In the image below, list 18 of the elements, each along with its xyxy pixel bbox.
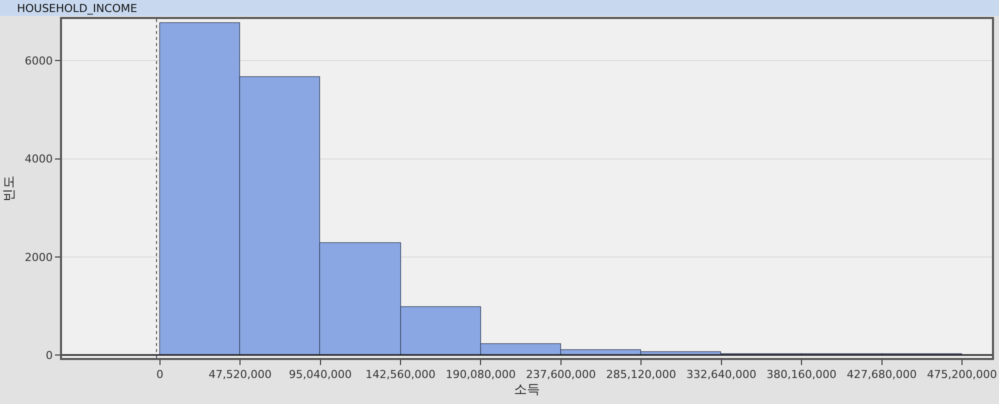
y-tick-label: 2000 xyxy=(24,250,53,264)
y-tick-label: 6000 xyxy=(24,54,53,68)
x-tick-label: 237,600,000 xyxy=(526,368,596,382)
x-tick-label: 380,160,000 xyxy=(766,368,837,382)
x-tick-label: 0 xyxy=(156,368,164,382)
x-tick-label: 95,040,000 xyxy=(288,368,352,382)
x-axis-title: 소득 xyxy=(514,382,540,398)
y-axis-title: 빈도 xyxy=(2,176,18,202)
x-tick-label: 285,120,000 xyxy=(606,368,676,382)
x-tick-label: 142,560,000 xyxy=(366,368,436,382)
x-tick-label: 190,080,000 xyxy=(446,368,516,382)
x-tick-label: 475,200,000 xyxy=(926,368,997,382)
x-tick-label: 427,680,000 xyxy=(846,368,917,382)
y-tick-label: 4000 xyxy=(24,152,53,166)
chart-title: HOUSEHOLD_INCOME xyxy=(16,2,138,15)
y-tick-label: 0 xyxy=(46,348,53,362)
x-tick-label: 332,640,000 xyxy=(686,368,756,382)
x-tick-label: 47,520,000 xyxy=(208,368,272,382)
